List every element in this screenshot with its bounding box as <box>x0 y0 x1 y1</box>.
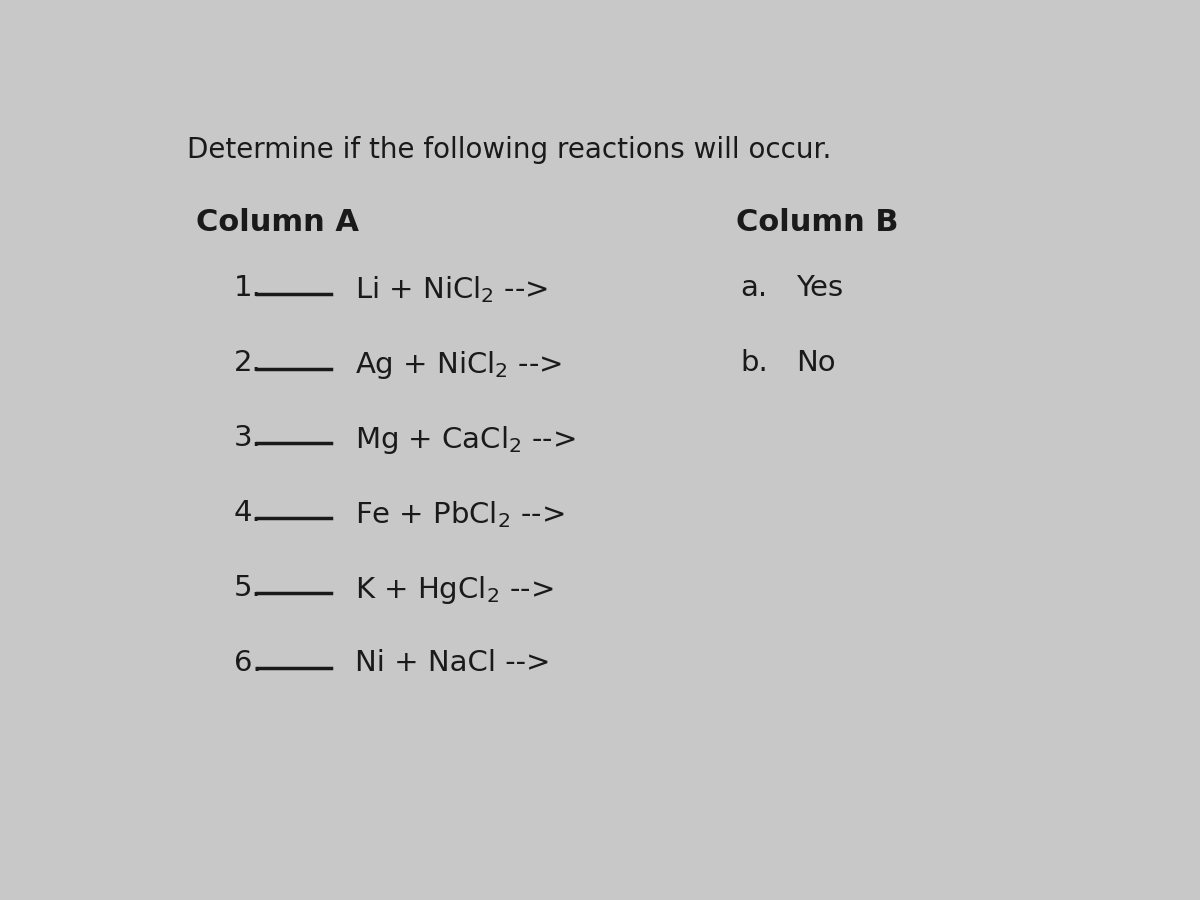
Text: Column A: Column A <box>197 209 360 238</box>
Text: 2.: 2. <box>234 349 262 377</box>
Text: Fe + PbCl$_2$ -->: Fe + PbCl$_2$ --> <box>355 499 564 530</box>
Text: 1.: 1. <box>234 274 262 302</box>
Text: Column B: Column B <box>736 209 899 238</box>
Text: a.: a. <box>740 274 768 302</box>
Text: Ni + NaCl -->: Ni + NaCl --> <box>355 649 550 677</box>
Text: b.: b. <box>740 349 768 377</box>
Text: K + HgCl$_2$ -->: K + HgCl$_2$ --> <box>355 573 553 606</box>
Text: Yes: Yes <box>797 274 844 302</box>
Text: 5.: 5. <box>234 573 262 602</box>
Text: 6.: 6. <box>234 649 262 677</box>
Text: Mg + CaCl$_2$ -->: Mg + CaCl$_2$ --> <box>355 424 576 456</box>
Text: 3.: 3. <box>234 424 262 452</box>
Text: 4.: 4. <box>234 499 262 526</box>
Text: No: No <box>797 349 836 377</box>
Text: Ag + NiCl$_2$ -->: Ag + NiCl$_2$ --> <box>355 349 562 382</box>
Text: Li + NiCl$_2$ -->: Li + NiCl$_2$ --> <box>355 274 548 305</box>
Text: Determine if the following reactions will occur.: Determine if the following reactions wil… <box>187 136 832 164</box>
